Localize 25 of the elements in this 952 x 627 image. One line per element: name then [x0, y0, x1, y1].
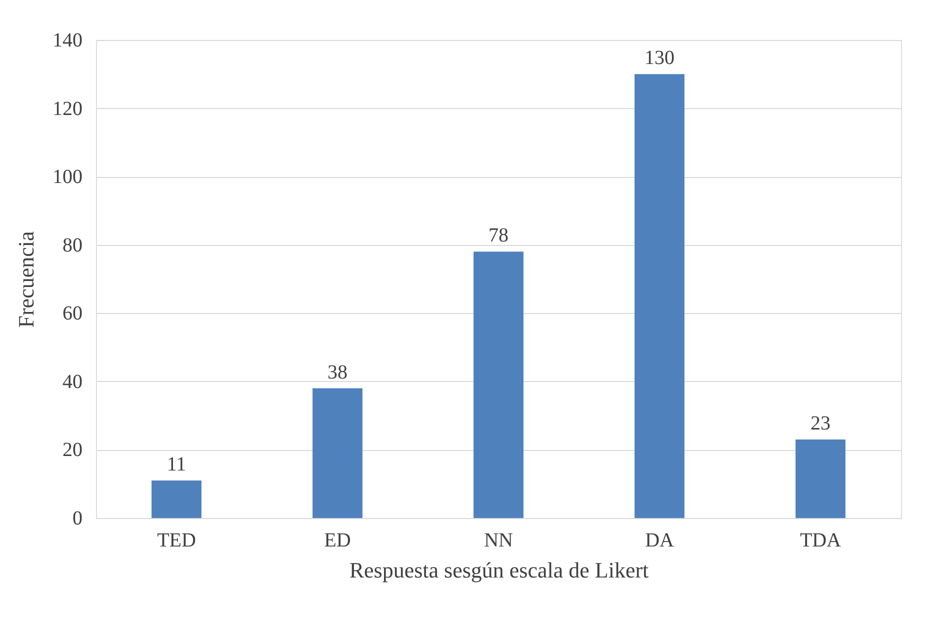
x-tick-label: TED [157, 530, 196, 552]
y-tick-label: 100 [52, 166, 82, 188]
bar [152, 480, 202, 518]
bar [474, 252, 524, 518]
y-tick-label: 0 [72, 508, 82, 530]
y-tick-label: 20 [62, 439, 82, 462]
x-axis-title: Respuesta sesgún escala de Likert [349, 558, 649, 582]
data-label: 11 [166, 453, 186, 476]
data-label: 38 [328, 361, 348, 384]
y-tick-label: 120 [52, 98, 82, 120]
data-label: 23 [810, 412, 830, 434]
x-tick-label: TDA [800, 530, 842, 552]
y-tick-label: 60 [62, 302, 82, 325]
y-tick-label: 40 [62, 370, 82, 393]
data-label: 130 [644, 47, 674, 70]
x-tick-label: DA [645, 530, 674, 552]
bar [312, 388, 362, 518]
x-tick-label: NN [484, 530, 513, 552]
y-tick-label: 140 [52, 30, 82, 52]
y-axis-title: Frecuencia [14, 231, 38, 328]
bar [796, 439, 846, 518]
y-tick-label: 80 [62, 234, 82, 256]
x-tick-label: ED [324, 530, 351, 552]
data-label: 78 [488, 224, 508, 247]
bar [634, 74, 684, 518]
